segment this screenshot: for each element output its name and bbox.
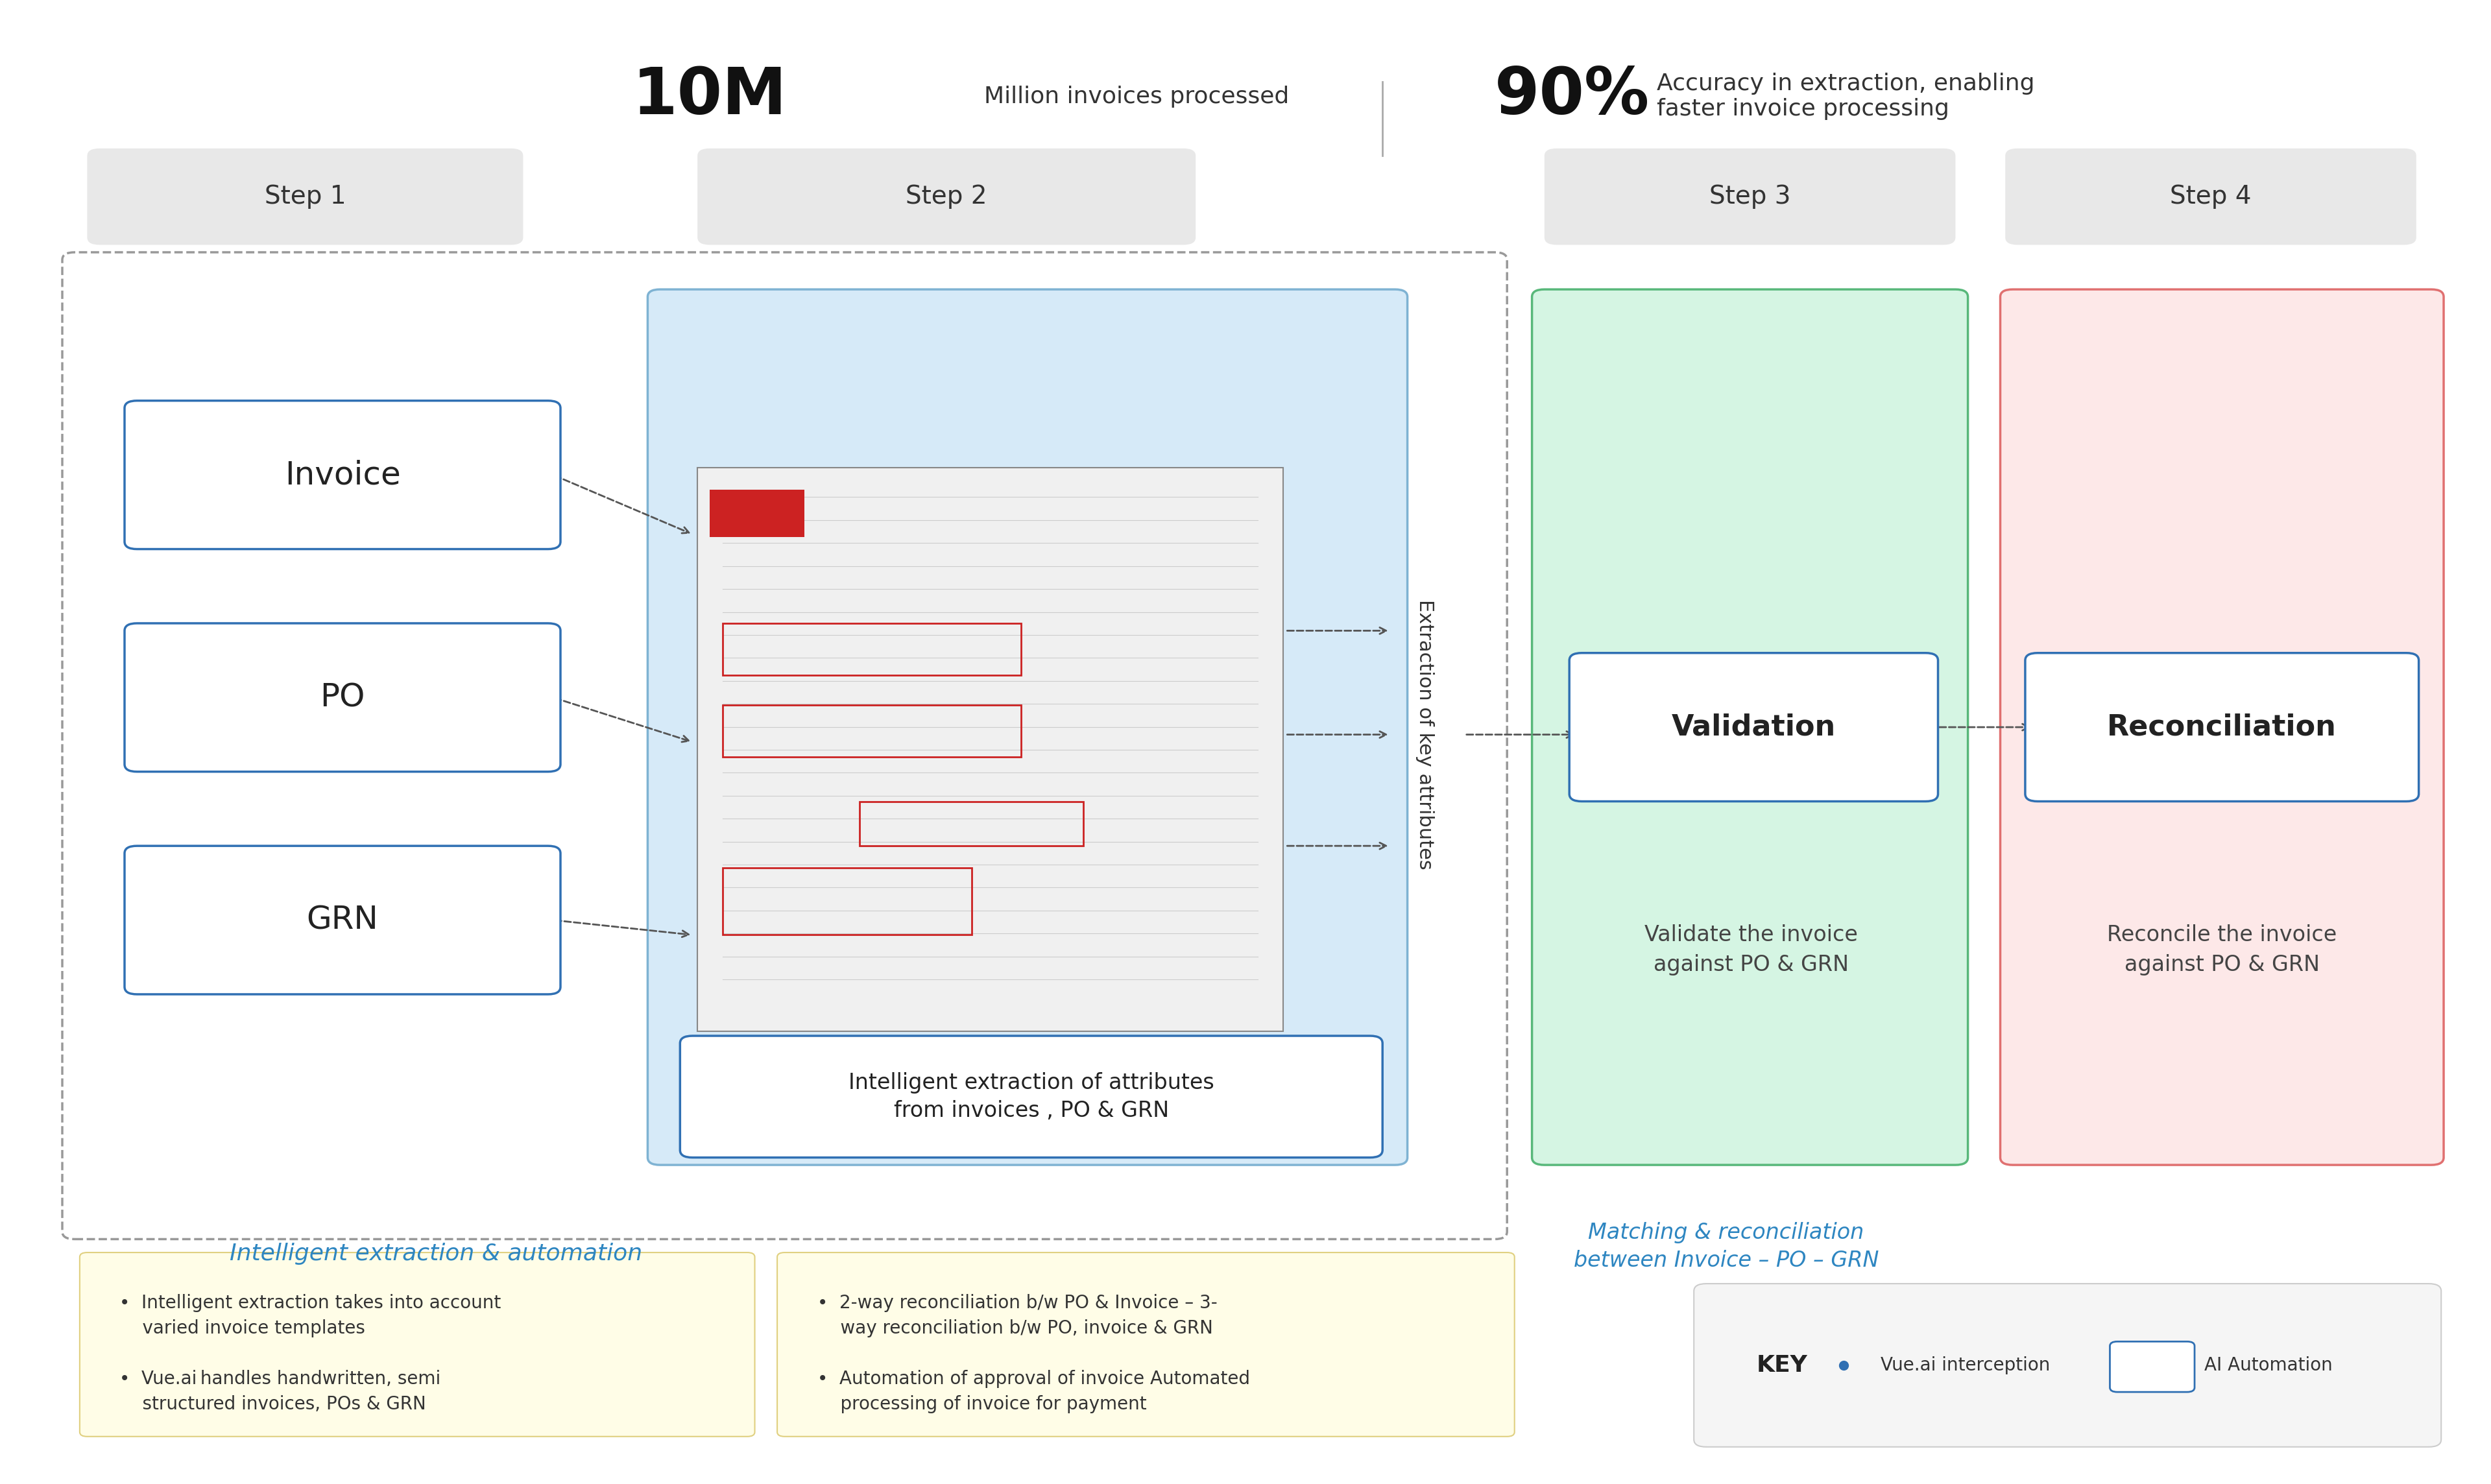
- FancyBboxPatch shape: [1694, 1284, 2441, 1447]
- FancyBboxPatch shape: [87, 148, 523, 245]
- FancyBboxPatch shape: [80, 1252, 755, 1437]
- Bar: [722, 705, 1021, 757]
- Text: Reconciliation: Reconciliation: [2107, 714, 2337, 741]
- FancyBboxPatch shape: [697, 148, 1196, 245]
- Text: KEY: KEY: [1756, 1355, 1808, 1376]
- FancyBboxPatch shape: [125, 846, 560, 994]
- FancyBboxPatch shape: [2025, 653, 2419, 801]
- FancyBboxPatch shape: [777, 1252, 1515, 1437]
- FancyBboxPatch shape: [697, 467, 1283, 1031]
- Text: Invoice: Invoice: [284, 460, 401, 490]
- Text: Step 4: Step 4: [2170, 184, 2252, 209]
- FancyBboxPatch shape: [680, 1036, 1383, 1158]
- Text: Step 3: Step 3: [1709, 184, 1791, 209]
- Text: •  Intelligent extraction takes into account
    varied invoice templates

•  Vu: • Intelligent extraction takes into acco…: [120, 1294, 501, 1413]
- FancyBboxPatch shape: [2110, 1342, 2195, 1392]
- Text: 90%: 90%: [1495, 65, 1649, 128]
- Text: Million invoices processed: Million invoices processed: [984, 86, 1288, 107]
- Text: •  2-way reconciliation b/w PO & Invoice – 3-
    way reconciliation b/w PO, inv: • 2-way reconciliation b/w PO & Invoice …: [817, 1294, 1250, 1413]
- Text: Reconcile the invoice
against PO & GRN: Reconcile the invoice against PO & GRN: [2107, 925, 2337, 975]
- Bar: [722, 623, 1021, 675]
- Text: Validate the invoice
against PO & GRN: Validate the invoice against PO & GRN: [1644, 925, 1858, 975]
- Text: AI Automation: AI Automation: [2205, 1356, 2332, 1374]
- Text: Matching & reconciliation
between Invoice – PO – GRN: Matching & reconciliation between Invoic…: [1574, 1221, 1878, 1272]
- Text: GRN: GRN: [306, 905, 379, 935]
- FancyBboxPatch shape: [125, 401, 560, 549]
- FancyBboxPatch shape: [1569, 653, 1938, 801]
- Text: PO: PO: [319, 683, 366, 712]
- FancyBboxPatch shape: [2005, 148, 2416, 245]
- Text: Accuracy in extraction, enabling
faster invoice processing: Accuracy in extraction, enabling faster …: [1657, 73, 2035, 120]
- Text: Extraction of key attributes: Extraction of key attributes: [1415, 600, 1435, 870]
- Text: Intelligent extraction & automation: Intelligent extraction & automation: [229, 1244, 643, 1264]
- Text: Vue.ai interception: Vue.ai interception: [1881, 1356, 2050, 1374]
- FancyBboxPatch shape: [1532, 289, 1968, 1165]
- Text: Step 1: Step 1: [264, 184, 346, 209]
- FancyBboxPatch shape: [2000, 289, 2444, 1165]
- Bar: [722, 868, 971, 935]
- Bar: [859, 801, 1084, 846]
- Text: Validation: Validation: [1671, 714, 1836, 741]
- FancyBboxPatch shape: [710, 490, 805, 537]
- FancyBboxPatch shape: [1544, 148, 1955, 245]
- Text: Step 2: Step 2: [907, 184, 986, 209]
- FancyBboxPatch shape: [125, 623, 560, 772]
- Text: Intelligent extraction of attributes
from invoices , PO & GRN: Intelligent extraction of attributes fro…: [849, 1071, 1213, 1122]
- FancyBboxPatch shape: [648, 289, 1407, 1165]
- Text: 10M: 10M: [633, 65, 787, 128]
